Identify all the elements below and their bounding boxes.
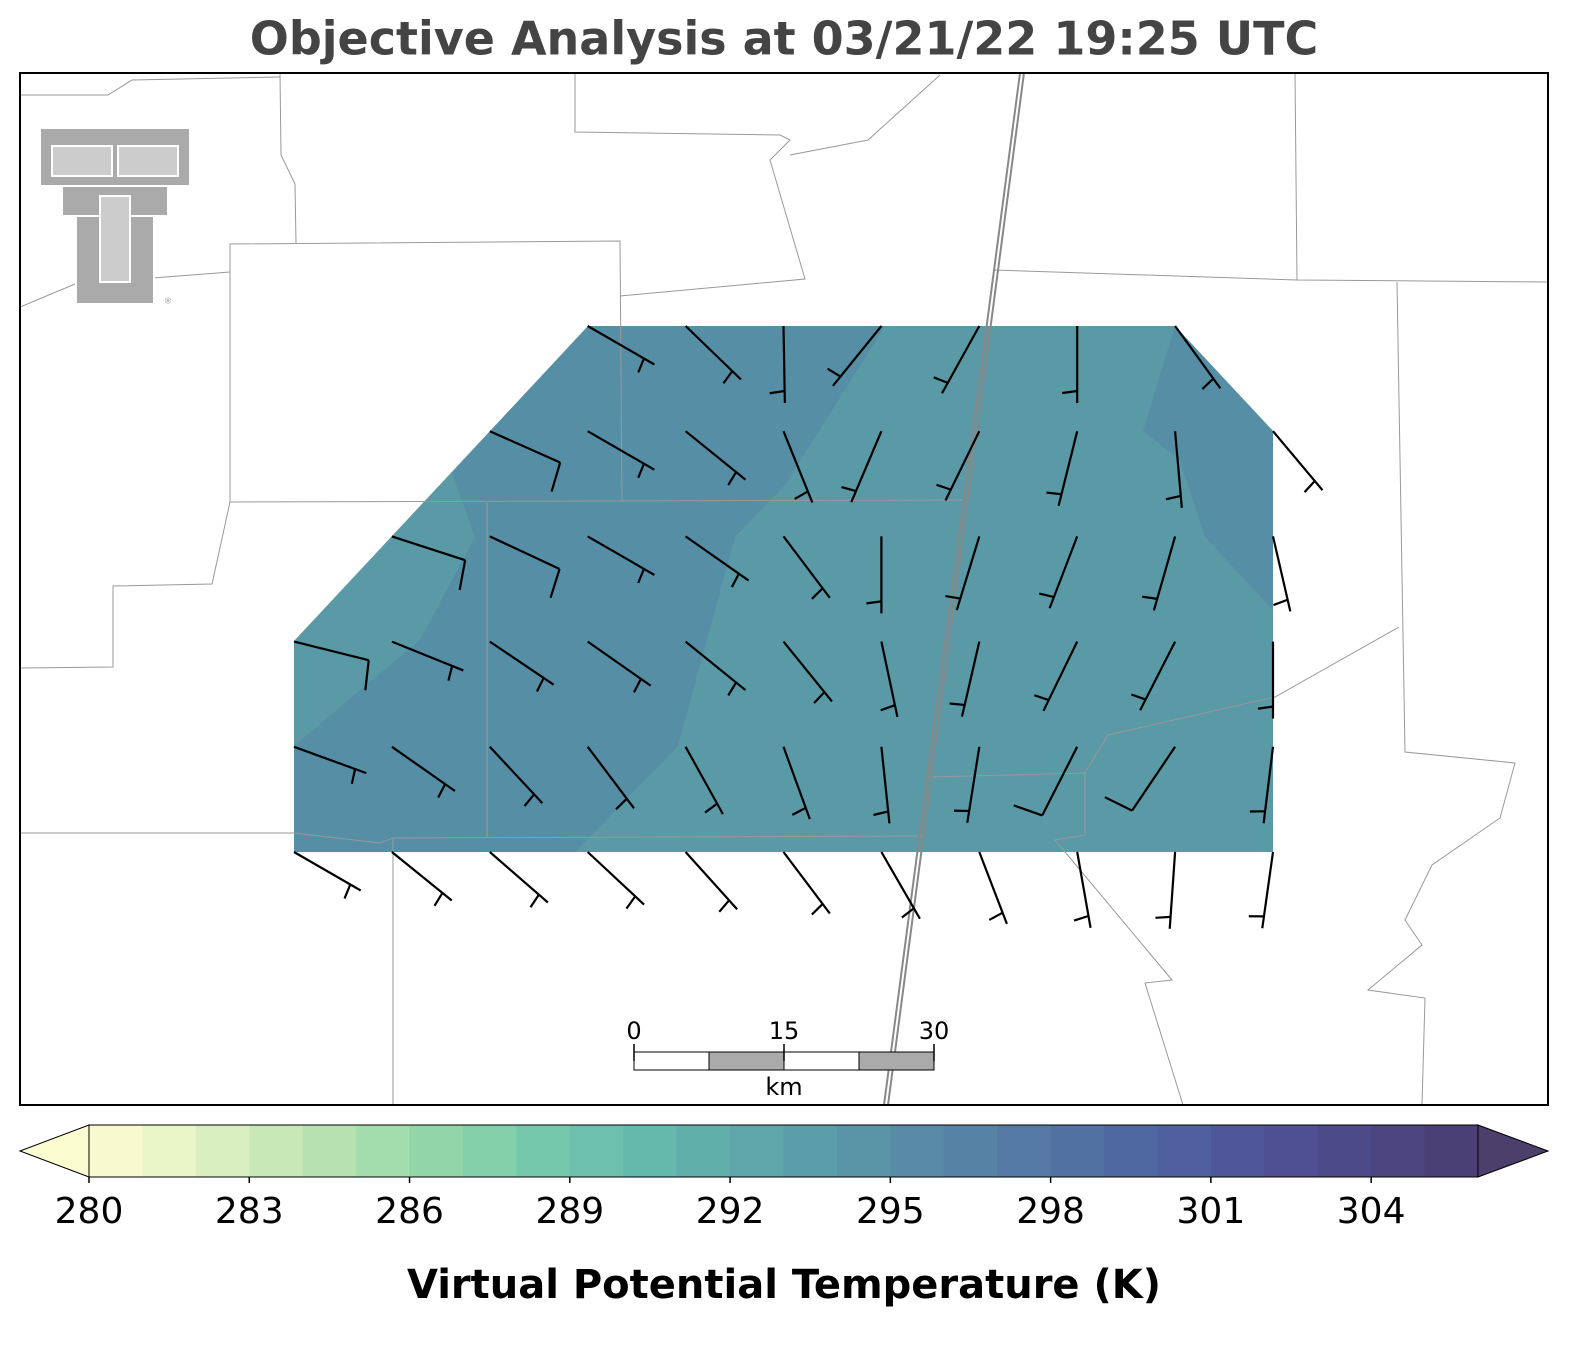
colorbar-over — [1478, 1125, 1548, 1177]
colorbar-segment — [730, 1125, 784, 1177]
colorbar-segment — [142, 1125, 196, 1177]
colorbar-segment — [463, 1125, 517, 1177]
colorbar-segment — [1157, 1125, 1211, 1177]
colorbar-tick-label: 304 — [1337, 1191, 1406, 1232]
scale-label: 0 — [626, 1017, 641, 1045]
colorbar-tick-label: 286 — [375, 1191, 444, 1232]
colorbar-segment — [303, 1125, 357, 1177]
colorbar-segment — [1051, 1125, 1105, 1177]
colorbar-under — [20, 1125, 89, 1177]
colorbar-segment — [249, 1125, 303, 1177]
colorbar-segment — [944, 1125, 998, 1177]
colorbar-segment — [1264, 1125, 1318, 1177]
colorbar-segment — [1425, 1125, 1479, 1177]
map: ® 0 15 30 km — [20, 73, 1548, 1105]
scale-label: 15 — [769, 1017, 800, 1045]
colorbar-segment — [1371, 1125, 1425, 1177]
colorbar-tick-label: 289 — [535, 1191, 604, 1232]
colorbar-segment — [890, 1125, 944, 1177]
colorbar-segment — [623, 1125, 677, 1177]
scale-unit: km — [765, 1073, 802, 1101]
colorbar-segment — [997, 1125, 1051, 1177]
scale-segment — [784, 1052, 859, 1070]
colorbar-segment — [570, 1125, 624, 1177]
colorbar-segment — [677, 1125, 731, 1177]
barb-half — [1155, 917, 1170, 918]
colorbar-segment — [1211, 1125, 1265, 1177]
colorbar-segment — [89, 1125, 143, 1177]
colorbar-tick-label: 301 — [1177, 1191, 1246, 1232]
colorbar-segment — [837, 1125, 891, 1177]
colorbar-segment — [516, 1125, 570, 1177]
colorbar-segment — [410, 1125, 464, 1177]
colorbar-tick-label: 298 — [1016, 1191, 1085, 1232]
scale-segment — [634, 1052, 709, 1070]
colorbar-tick-label: 280 — [55, 1191, 124, 1232]
colorbar-segment — [196, 1125, 250, 1177]
colorbar-label: Virtual Potential Temperature (K) — [407, 1262, 1161, 1308]
colorbar-segment — [356, 1125, 410, 1177]
scale-segment — [859, 1052, 934, 1070]
barb-half — [950, 704, 965, 705]
title: Objective Analysis at 03/21/22 19:25 UTC — [250, 12, 1319, 66]
scale-label: 30 — [919, 1017, 950, 1045]
colorbar: 280 283 286 289 292 295 298 301 304 — [20, 1125, 1548, 1232]
colorbar-tick-label: 295 — [856, 1191, 925, 1232]
scale-segment — [709, 1052, 784, 1070]
colorbar-segment — [784, 1125, 838, 1177]
colorbar-tick-label: 292 — [696, 1191, 765, 1232]
colorbar-tick-label: 283 — [215, 1191, 284, 1232]
colorbar-segment — [1318, 1125, 1372, 1177]
logo-mark: ® — [164, 297, 172, 306]
colorbar-segment — [1104, 1125, 1158, 1177]
